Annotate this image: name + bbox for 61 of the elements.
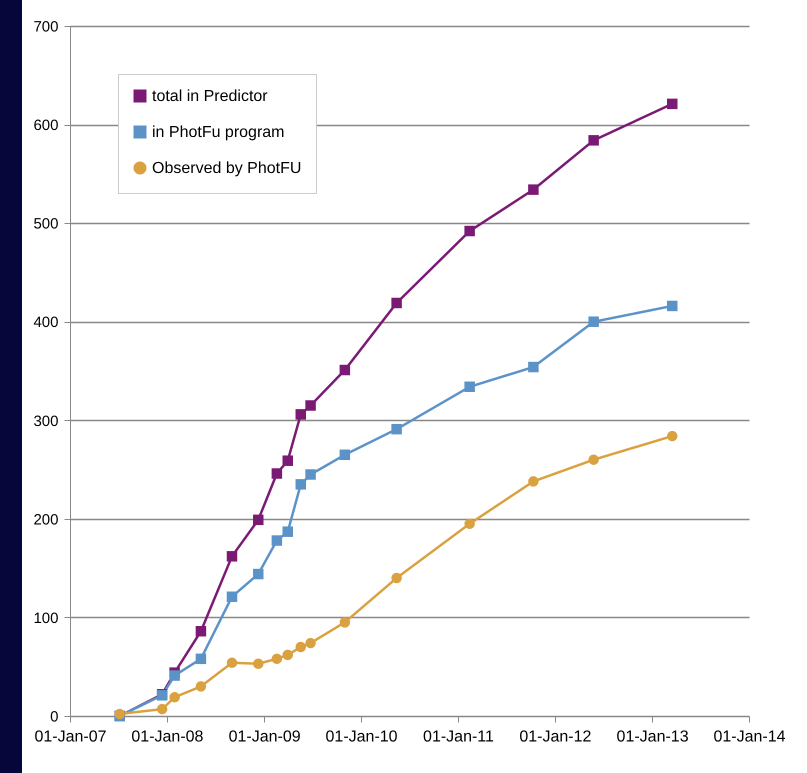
point: [272, 535, 282, 546]
point: [464, 518, 475, 530]
point: [296, 409, 306, 420]
point: [391, 298, 402, 308]
point: [305, 400, 316, 411]
point: [169, 670, 180, 681]
point: [464, 226, 475, 236]
x-tick-label: 01-Jan-09: [228, 728, 301, 746]
point: [296, 479, 306, 490]
x-tick-label: 01-Jan-14: [713, 728, 786, 746]
y-tick-label: 0: [50, 708, 58, 726]
point: [282, 455, 293, 466]
point: [196, 626, 206, 636]
y-tick-label: 300: [33, 412, 58, 430]
point: [156, 704, 168, 714]
point: [296, 642, 306, 652]
point: [169, 692, 180, 703]
y-tick-label: 500: [33, 216, 58, 233]
point: [528, 184, 539, 195]
point: [196, 681, 206, 692]
point: [340, 450, 350, 460]
point: [588, 316, 599, 327]
x-tick-label: 01-Jan-13: [616, 728, 689, 746]
point: [305, 638, 316, 648]
point: [667, 98, 678, 110]
point: [226, 551, 238, 562]
x-tick-label: 01-Jan-10: [326, 728, 398, 746]
point: [340, 364, 350, 376]
y-tick-label: 700: [33, 18, 58, 36]
point: [253, 658, 264, 669]
legend-label: total in Predictor: [152, 88, 268, 105]
point: [340, 617, 350, 628]
point: [282, 650, 293, 660]
legend-label: in PhotFu program: [152, 124, 285, 141]
x-tick-label: 01-Jan-07: [34, 728, 107, 746]
x-tick-label: 01-Jan-11: [423, 728, 494, 746]
point: [528, 362, 539, 372]
point: [588, 135, 599, 146]
y-tick-label: 400: [33, 314, 58, 332]
point: [226, 658, 238, 668]
point: [391, 572, 402, 584]
point: [464, 382, 475, 392]
x-tick-label: 01-Jan-08: [131, 728, 204, 746]
point: [391, 424, 402, 434]
point: [282, 526, 293, 537]
point: [667, 430, 678, 442]
x-tick-label: 01-Jan-12: [519, 728, 592, 746]
point: [272, 468, 282, 479]
point: [196, 654, 206, 664]
point: [667, 300, 678, 312]
point: [253, 568, 264, 580]
legend-label: Observed by PhotFU: [152, 160, 302, 177]
point: [528, 476, 539, 487]
point: [588, 454, 599, 465]
y-tick-label: 200: [33, 511, 58, 528]
y-tick-label: 100: [33, 610, 58, 627]
y-tick-label: 600: [33, 117, 58, 134]
point: [305, 469, 316, 480]
point: [253, 514, 264, 526]
point: [226, 591, 238, 602]
point: [272, 654, 282, 664]
